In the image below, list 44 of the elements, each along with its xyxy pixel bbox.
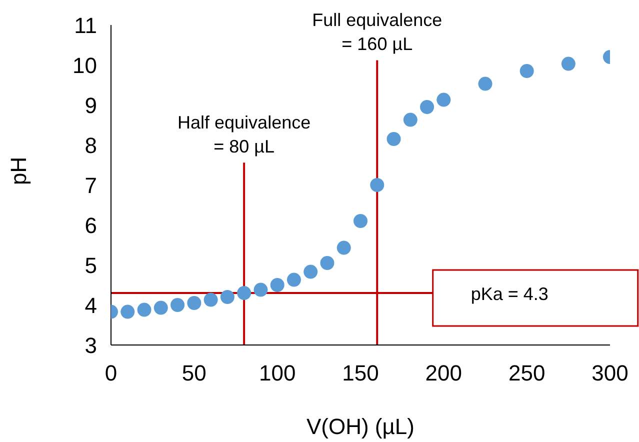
x-tick-label: 0 (104, 360, 118, 386)
point (336, 240, 351, 255)
point (320, 256, 334, 270)
point (170, 298, 185, 312)
point (187, 296, 202, 310)
point (237, 286, 252, 300)
point (436, 92, 451, 107)
point (270, 278, 284, 292)
point (286, 272, 301, 287)
y-tick-label: 11 (74, 12, 97, 38)
point (403, 112, 418, 127)
x-axis-title: V(OH) (µL) (306, 414, 415, 439)
point (120, 304, 135, 319)
y-tick-label: 6 (84, 212, 97, 238)
y-tick-label: 9 (84, 92, 97, 118)
y-axis-title: pH (6, 156, 31, 185)
point (561, 56, 576, 71)
x-tick-label: 200 (425, 360, 462, 386)
y-tick-label: 4 (84, 292, 97, 318)
point (154, 300, 168, 315)
point (220, 290, 234, 304)
x-tick-label: 250 (508, 360, 546, 386)
x-tick-label: 150 (342, 360, 379, 386)
ref-line-label: pKa = 4.3 (470, 284, 548, 304)
ref-line-label: Half equivalence = 80 µL (178, 112, 311, 157)
point (354, 214, 368, 228)
point (520, 64, 534, 78)
y-tick-label: 3 (84, 332, 97, 358)
y-tick-label: 8 (84, 132, 97, 158)
x-tick-label: 100 (258, 360, 296, 386)
ref-line-label: Full equivalence = 160 µL (312, 10, 442, 54)
x-tick-label: 50 (182, 360, 206, 386)
point (386, 132, 401, 146)
point (478, 76, 492, 91)
point (204, 292, 218, 307)
point (137, 302, 152, 317)
x-tick-label: 300 (592, 360, 628, 386)
point (254, 282, 268, 297)
point (370, 178, 384, 192)
y-tick-label: 5 (84, 252, 97, 278)
point (304, 264, 318, 279)
point (420, 100, 434, 114)
y-tick-label: 7 (84, 172, 97, 198)
y-tick-label: 10 (72, 52, 97, 78)
